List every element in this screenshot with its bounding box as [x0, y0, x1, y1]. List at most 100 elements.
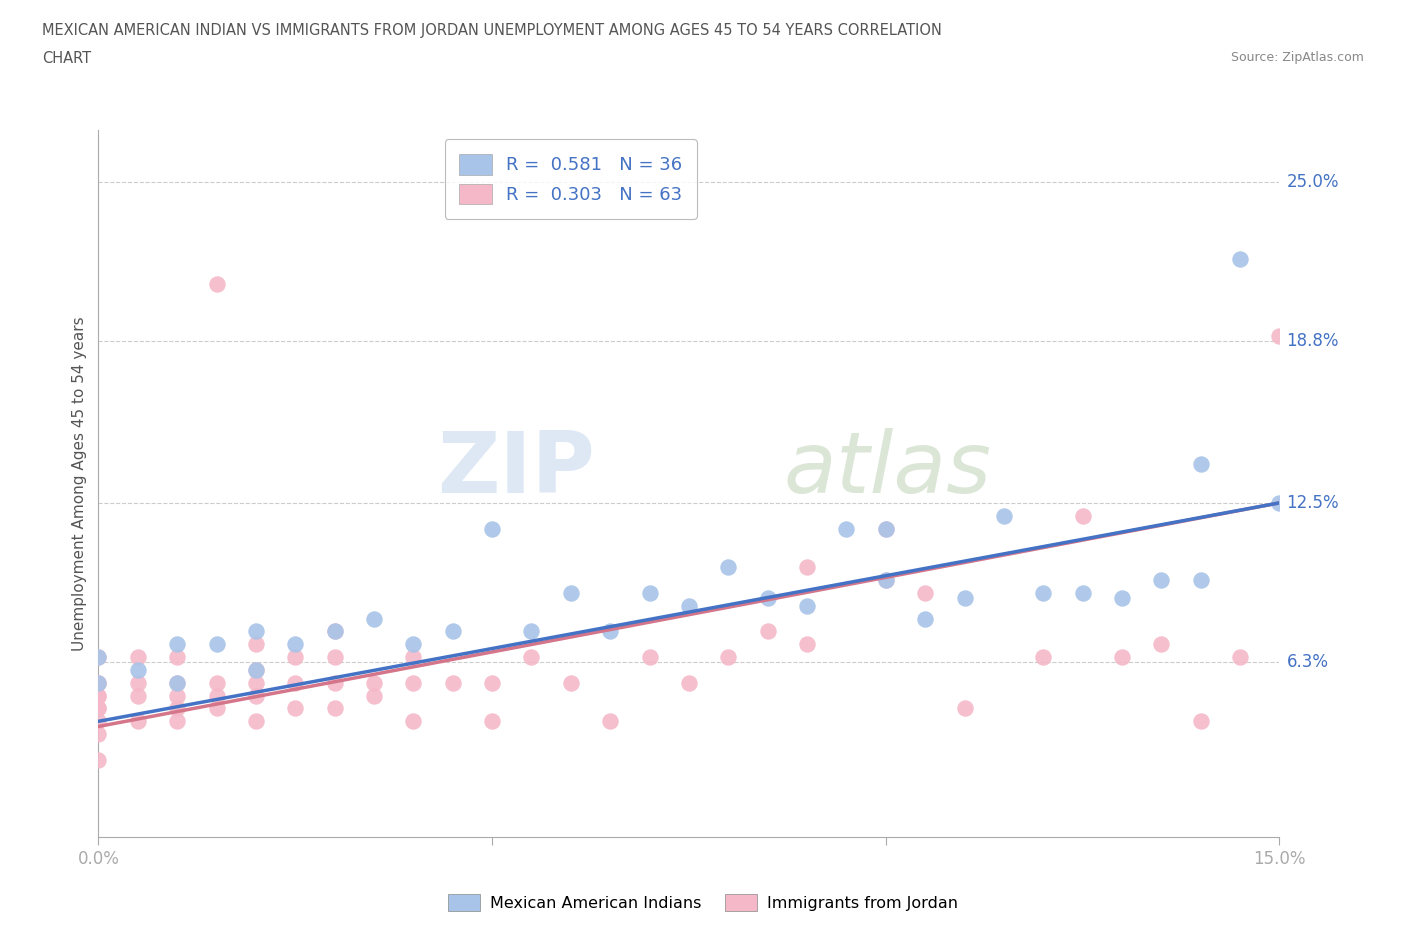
Text: 6.3%: 6.3% [1286, 653, 1329, 671]
Point [245, 637, 267, 652]
Point [1150, 637, 1173, 652]
Point [1111, 591, 1133, 605]
Point [599, 714, 621, 729]
Point [323, 624, 346, 639]
Point [560, 675, 582, 690]
Point [166, 637, 188, 652]
Point [127, 688, 149, 703]
Point [1071, 585, 1094, 600]
Point [1032, 585, 1054, 600]
Point [87, 650, 110, 665]
Point [127, 650, 149, 665]
Point [127, 662, 149, 677]
Point [875, 521, 897, 536]
Point [323, 624, 346, 639]
Point [402, 650, 425, 665]
Point [87, 726, 110, 741]
Point [756, 591, 779, 605]
Point [402, 637, 425, 652]
Point [756, 624, 779, 639]
Point [87, 701, 110, 716]
Point [166, 701, 188, 716]
Text: ZIP: ZIP [437, 428, 595, 511]
Point [875, 573, 897, 588]
Point [1032, 650, 1054, 665]
Point [1229, 650, 1251, 665]
Point [953, 591, 976, 605]
Legend: R =  0.581   N = 36, R =  0.303   N = 63: R = 0.581 N = 36, R = 0.303 N = 63 [444, 140, 697, 219]
Point [166, 675, 188, 690]
Point [127, 675, 149, 690]
Point [166, 675, 188, 690]
Point [284, 701, 307, 716]
Point [678, 598, 700, 613]
Y-axis label: Unemployment Among Ages 45 to 54 years: Unemployment Among Ages 45 to 54 years [72, 316, 87, 651]
Point [638, 650, 661, 665]
Point [481, 675, 503, 690]
Point [245, 662, 267, 677]
Point [441, 624, 464, 639]
Text: atlas: atlas [783, 428, 991, 511]
Point [1150, 573, 1173, 588]
Point [481, 521, 503, 536]
Point [363, 675, 385, 690]
Text: CHART: CHART [42, 51, 91, 66]
Point [1268, 328, 1291, 343]
Point [323, 675, 346, 690]
Text: MEXICAN AMERICAN INDIAN VS IMMIGRANTS FROM JORDAN UNEMPLOYMENT AMONG AGES 45 TO : MEXICAN AMERICAN INDIAN VS IMMIGRANTS FR… [42, 23, 942, 38]
Point [796, 560, 818, 575]
Text: 12.5%: 12.5% [1286, 494, 1339, 512]
Point [205, 701, 228, 716]
Point [323, 650, 346, 665]
Point [205, 675, 228, 690]
Point [87, 701, 110, 716]
Point [1189, 714, 1212, 729]
Point [1189, 457, 1212, 472]
Point [914, 611, 936, 626]
Point [520, 650, 543, 665]
Text: 25.0%: 25.0% [1286, 173, 1339, 191]
Point [796, 637, 818, 652]
Point [1229, 251, 1251, 266]
Point [914, 585, 936, 600]
Point [717, 560, 740, 575]
Point [481, 714, 503, 729]
Text: 18.8%: 18.8% [1286, 332, 1339, 350]
Point [560, 585, 582, 600]
Point [402, 714, 425, 729]
Point [245, 714, 267, 729]
Point [166, 650, 188, 665]
Point [363, 688, 385, 703]
Point [363, 611, 385, 626]
Point [87, 752, 110, 767]
Point [245, 624, 267, 639]
Point [87, 688, 110, 703]
Point [87, 675, 110, 690]
Legend: Mexican American Indians, Immigrants from Jordan: Mexican American Indians, Immigrants fro… [441, 888, 965, 917]
Point [245, 688, 267, 703]
Point [127, 714, 149, 729]
Point [875, 573, 897, 588]
Point [166, 714, 188, 729]
Point [1189, 573, 1212, 588]
Point [245, 675, 267, 690]
Point [402, 675, 425, 690]
Point [717, 650, 740, 665]
Point [678, 675, 700, 690]
Point [520, 624, 543, 639]
Point [284, 675, 307, 690]
Point [205, 688, 228, 703]
Point [205, 277, 228, 292]
Point [875, 521, 897, 536]
Point [284, 637, 307, 652]
Point [205, 637, 228, 652]
Point [953, 701, 976, 716]
Point [245, 662, 267, 677]
Point [87, 675, 110, 690]
Point [638, 585, 661, 600]
Point [87, 650, 110, 665]
Point [993, 509, 1015, 524]
Point [87, 688, 110, 703]
Point [323, 701, 346, 716]
Text: Source: ZipAtlas.com: Source: ZipAtlas.com [1230, 51, 1364, 64]
